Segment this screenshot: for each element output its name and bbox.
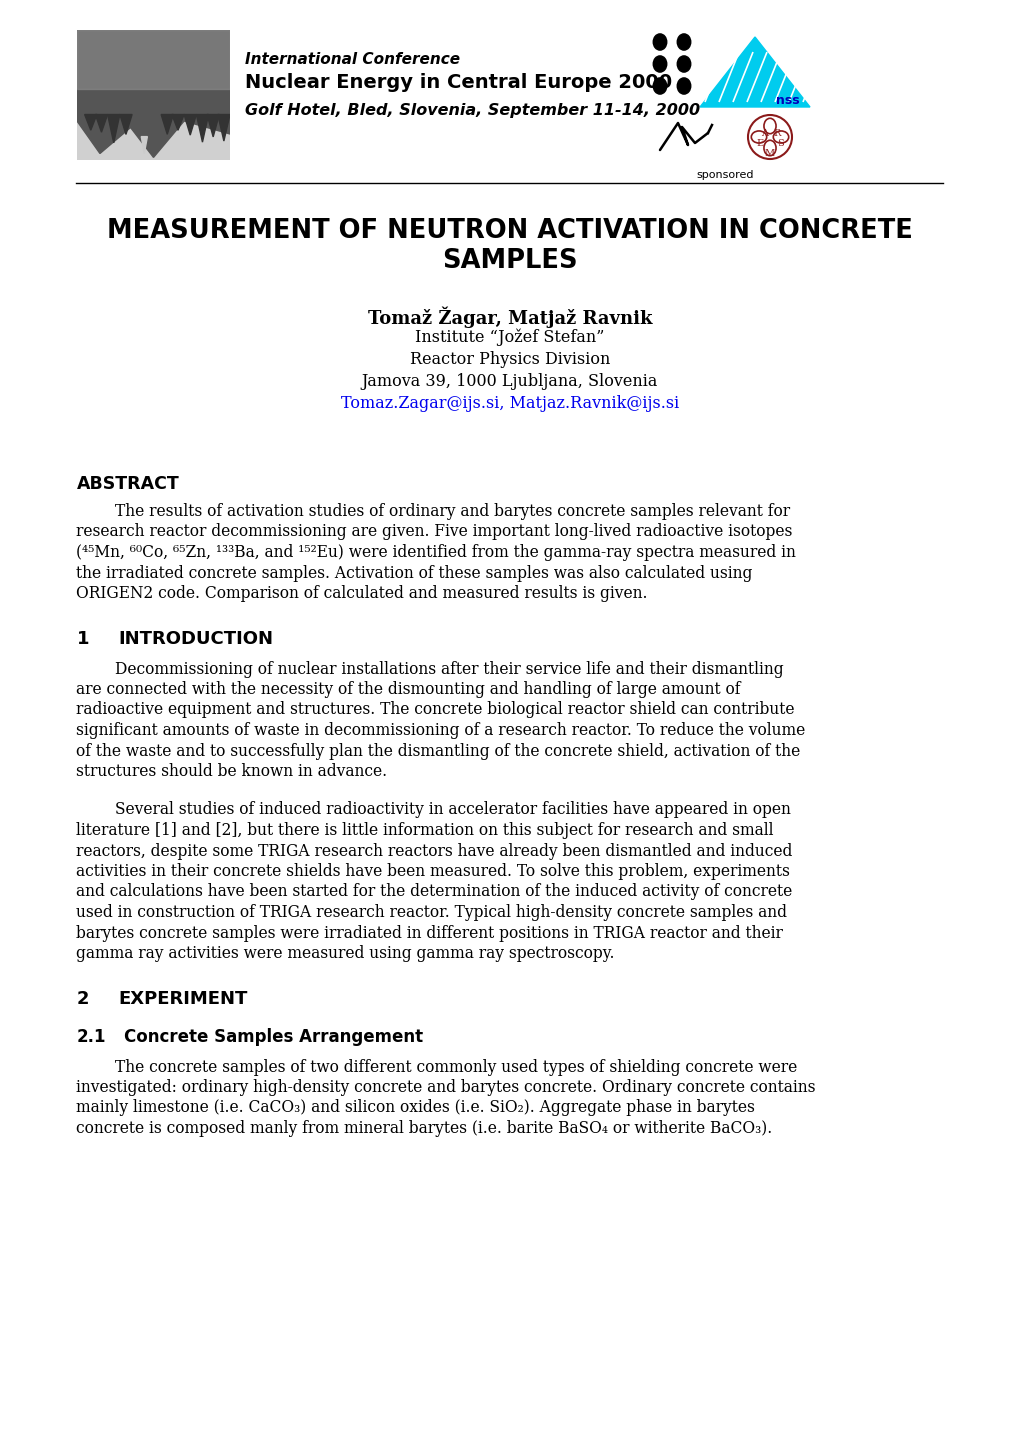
Polygon shape xyxy=(171,114,183,133)
Polygon shape xyxy=(161,114,173,131)
Polygon shape xyxy=(119,114,131,134)
Polygon shape xyxy=(196,114,208,137)
Text: INTRODUCTION: INTRODUCTION xyxy=(118,631,273,648)
Ellipse shape xyxy=(677,78,690,94)
Text: 1: 1 xyxy=(76,631,89,648)
Text: activities in their concrete shields have been measured. To solve this problem, : activities in their concrete shields hav… xyxy=(76,863,790,880)
Text: reactors, despite some TRIGA research reactors have already been dismantled and : reactors, despite some TRIGA research re… xyxy=(76,843,792,860)
Text: (⁴⁵Mn, ⁶⁰Co, ⁶⁵Zn, ¹³³Ba, and ¹⁵²Eu) were identified from the gamma-ray spectra : (⁴⁵Mn, ⁶⁰Co, ⁶⁵Zn, ¹³³Ba, and ¹⁵²Eu) wer… xyxy=(76,544,796,561)
Text: nss: nss xyxy=(775,94,799,107)
Text: R: R xyxy=(772,128,780,139)
Ellipse shape xyxy=(652,56,666,72)
Text: 2.1: 2.1 xyxy=(76,1029,106,1046)
Text: mainly limestone (i.e. CaCO₃) and silicon oxides (i.e. SiO₂). Aggregate phase in: mainly limestone (i.e. CaCO₃) and silico… xyxy=(76,1100,755,1117)
Ellipse shape xyxy=(652,33,666,51)
Text: of the waste and to successfully plan the dismantling of the concrete shield, ac: of the waste and to successfully plan th… xyxy=(76,743,800,759)
Polygon shape xyxy=(141,137,147,153)
Text: investigated: ordinary high-density concrete and barytes concrete. Ordinary conc: investigated: ordinary high-density conc… xyxy=(76,1079,815,1097)
Text: gamma ray activities were measured using gamma ray spectroscopy.: gamma ray activities were measured using… xyxy=(76,945,614,962)
Ellipse shape xyxy=(677,56,690,72)
Text: research reactor decommissioning are given. Five important long-lived radioactiv: research reactor decommissioning are giv… xyxy=(76,524,792,541)
Polygon shape xyxy=(207,114,219,139)
Polygon shape xyxy=(95,114,107,143)
Text: The results of activation studies of ordinary and barytes concrete samples relev: The results of activation studies of ord… xyxy=(76,504,790,519)
Text: barytes concrete samples were irradiated in different positions in TRIGA reactor: barytes concrete samples were irradiated… xyxy=(76,925,783,941)
Text: Tomaž Žagar, Matjaž Ravnik: Tomaž Žagar, Matjaž Ravnik xyxy=(368,307,651,329)
Polygon shape xyxy=(76,30,229,157)
Ellipse shape xyxy=(677,33,690,51)
Polygon shape xyxy=(183,114,196,134)
Text: concrete is composed manly from mineral barytes (i.e. barite BaSO₄ or witherite : concrete is composed manly from mineral … xyxy=(76,1120,772,1137)
Bar xyxy=(76,30,229,88)
Text: Nuclear Energy in Central Europe 2000: Nuclear Energy in Central Europe 2000 xyxy=(245,74,672,92)
Text: Concrete Samples Arrangement: Concrete Samples Arrangement xyxy=(124,1029,423,1046)
Text: and calculations have been started for the determination of the induced activity: and calculations have been started for t… xyxy=(76,883,792,900)
Text: Jamova 39, 1000 Ljubljana, Slovenia: Jamova 39, 1000 Ljubljana, Slovenia xyxy=(362,372,657,390)
Text: Decommissioning of nuclear installations after their service life and their dism: Decommissioning of nuclear installations… xyxy=(76,661,784,678)
Text: M: M xyxy=(763,149,773,157)
Polygon shape xyxy=(85,114,97,137)
Text: sponsored: sponsored xyxy=(696,170,753,180)
Text: 2: 2 xyxy=(76,990,89,1009)
Text: radioactive equipment and structures. The concrete biological reactor shield can: radioactive equipment and structures. Th… xyxy=(76,701,794,719)
Text: Institute “Jožef Stefan”: Institute “Jožef Stefan” xyxy=(415,329,604,346)
Text: MEASUREMENT OF NEUTRON ACTIVATION IN CONCRETE: MEASUREMENT OF NEUTRON ACTIVATION IN CON… xyxy=(107,218,912,244)
Text: structures should be known in advance.: structures should be known in advance. xyxy=(76,763,387,781)
Text: significant amounts of waste in decommissioning of a research reactor. To reduce: significant amounts of waste in decommis… xyxy=(76,722,805,739)
Text: ORIGEN2 code. Comparison of calculated and measured results is given.: ORIGEN2 code. Comparison of calculated a… xyxy=(76,584,647,602)
Text: SAMPLES: SAMPLES xyxy=(442,248,577,274)
Text: Reactor Physics Division: Reactor Physics Division xyxy=(410,351,609,368)
Text: literature [1] and [2], but there is little information on this subject for rese: literature [1] and [2], but there is lit… xyxy=(76,823,773,838)
Text: Several studies of induced radioactivity in accelerator facilities have appeared: Several studies of induced radioactivity… xyxy=(76,801,791,818)
Polygon shape xyxy=(217,114,229,133)
Text: Golf Hotel, Bled, Slovenia, September 11-14, 2000: Golf Hotel, Bled, Slovenia, September 11… xyxy=(245,102,699,118)
Text: International Conference: International Conference xyxy=(245,52,460,66)
Text: the irradiated concrete samples. Activation of these samples was also calculated: the irradiated concrete samples. Activat… xyxy=(76,564,752,582)
Text: ABSTRACT: ABSTRACT xyxy=(76,475,179,494)
Text: Tomaz.Zagar@ijs.si, Matjaz.Ravnik@ijs.si: Tomaz.Zagar@ijs.si, Matjaz.Ravnik@ijs.si xyxy=(340,395,679,413)
Polygon shape xyxy=(699,38,809,107)
Text: used in construction of TRIGA research reactor. Typical high-density concrete sa: used in construction of TRIGA research r… xyxy=(76,903,787,921)
Text: E: E xyxy=(755,139,762,149)
Text: The concrete samples of two different commonly used types of shielding concrete : The concrete samples of two different co… xyxy=(76,1059,797,1075)
Text: EXPERIMENT: EXPERIMENT xyxy=(118,990,248,1009)
Text: are connected with the necessity of the dismounting and handling of large amount: are connected with the necessity of the … xyxy=(76,681,740,698)
Ellipse shape xyxy=(652,78,666,94)
Text: S: S xyxy=(776,139,783,149)
Text: A: A xyxy=(760,128,767,139)
Polygon shape xyxy=(107,114,119,133)
